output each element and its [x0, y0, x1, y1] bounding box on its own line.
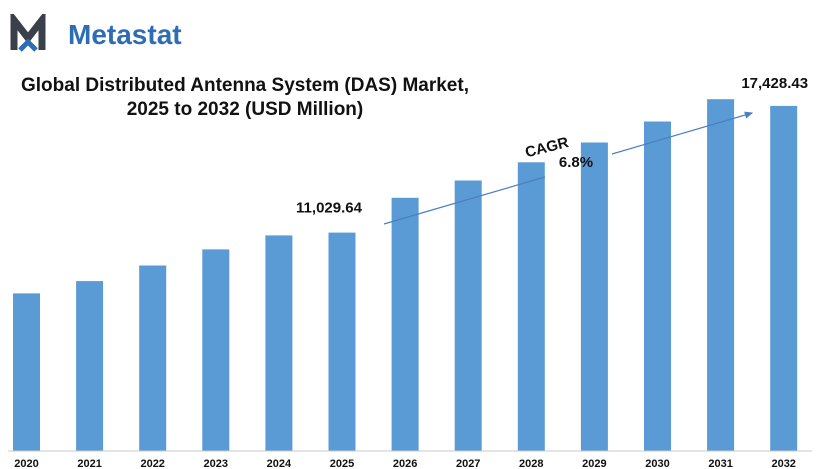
x-tick-label-2023: 2023 [204, 458, 228, 469]
bar-2024 [265, 235, 293, 451]
x-tick-label-2020: 2020 [14, 458, 38, 469]
x-tick-label-2030: 2030 [645, 458, 669, 469]
bar-2032 [770, 105, 798, 452]
bar-2027 [454, 180, 482, 451]
x-tick-label-2022: 2022 [140, 458, 164, 469]
bar-2031 [707, 99, 735, 451]
data-label-2032: 17,428.43 [741, 75, 808, 92]
bar-2025 [328, 232, 356, 451]
bar-2023 [202, 249, 230, 451]
bar-2026 [391, 197, 419, 451]
x-tick-label-2026: 2026 [393, 458, 417, 469]
brand-name: Metastat [68, 19, 182, 50]
bars-group [13, 99, 798, 452]
bar-2020 [13, 293, 40, 451]
bar-2022 [139, 265, 167, 451]
x-tick-label-2029: 2029 [582, 458, 606, 469]
chart-title-line1: Global Distributed Antenna System (DAS) … [21, 75, 469, 96]
logo-mark-icon [10, 14, 46, 50]
x-tick-label-2025: 2025 [330, 458, 354, 469]
x-tick-label-2024: 2024 [267, 458, 292, 469]
metastat-logo: Metastat [10, 14, 182, 52]
bar-2030 [644, 121, 671, 451]
cagr-value: 6.8% [559, 154, 593, 171]
x-tick-label-2032: 2032 [771, 458, 795, 469]
bar-2029 [580, 142, 608, 451]
x-tick-label-2021: 2021 [77, 458, 101, 469]
x-tick-label-2028: 2028 [519, 458, 543, 469]
data-label-2025: 11,029.64 [296, 200, 363, 217]
bar-2021 [76, 281, 104, 451]
chart-title: Global Distributed Antenna System (DAS) … [20, 74, 470, 122]
bar-2028 [517, 162, 545, 452]
chart-subtitle: 2025 to 2032 (USD Million) [126, 99, 364, 120]
x-tick-label-2027: 2027 [456, 458, 480, 469]
cagr-arrow-right [611, 111, 754, 155]
x-tick-labels: 2020 2021 2022 2023 2024 2025 2026 2027 2028 2029… [14, 458, 796, 469]
data-labels: 11,029.64 17,428.43 [296, 75, 808, 217]
logo-accent-icon [18, 38, 38, 52]
x-tick-label-2031: 2031 [708, 458, 732, 469]
cagr-arrow-left [383, 176, 546, 225]
